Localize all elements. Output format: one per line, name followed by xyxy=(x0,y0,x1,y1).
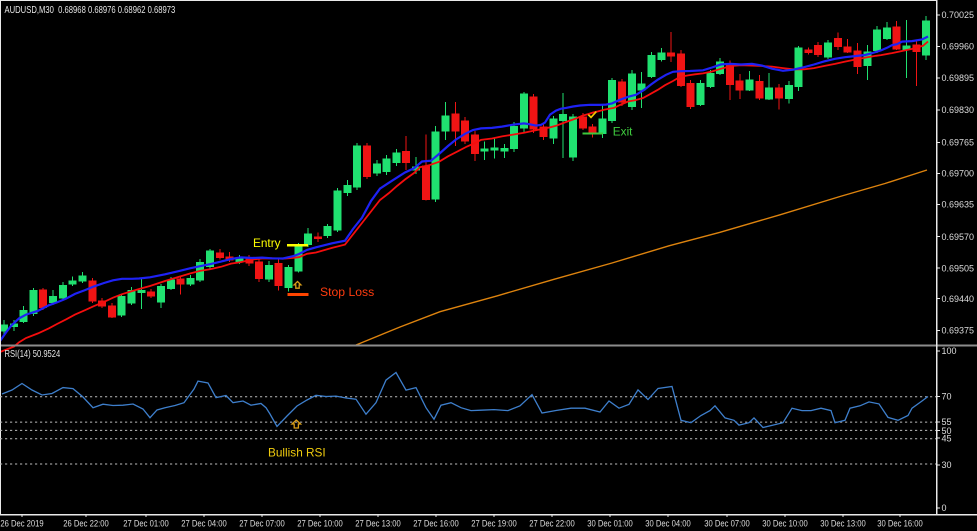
svg-text:0: 0 xyxy=(942,503,947,513)
svg-text:Stop Loss: Stop Loss xyxy=(320,285,374,299)
svg-text:26 Dec 2019: 26 Dec 2019 xyxy=(0,518,44,529)
svg-text:27 Dec 04:00: 27 Dec 04:00 xyxy=(181,518,227,529)
svg-text:0.69375: 0.69375 xyxy=(942,326,975,336)
svg-text:50: 50 xyxy=(942,426,952,436)
svg-text:0.69635: 0.69635 xyxy=(942,200,975,210)
svg-text:30 Dec 01:00: 30 Dec 01:00 xyxy=(587,518,633,529)
svg-text:27 Dec 01:00: 27 Dec 01:00 xyxy=(123,518,169,529)
svg-text:RSI(14) 50.9524: RSI(14) 50.9524 xyxy=(5,348,61,359)
svg-text:AUDUSD,M30 0.68968 0.68976 0.: AUDUSD,M30 0.68968 0.68976 0.68962 0.689… xyxy=(5,4,176,15)
svg-text:0.69440: 0.69440 xyxy=(942,294,975,304)
svg-text:30 Dec 04:00: 30 Dec 04:00 xyxy=(645,518,691,529)
svg-text:27 Dec 22:00: 27 Dec 22:00 xyxy=(529,518,575,529)
svg-text:55: 55 xyxy=(942,417,952,427)
svg-text:Entry: Entry xyxy=(253,236,281,250)
svg-text:30 Dec 10:00: 30 Dec 10:00 xyxy=(762,518,808,529)
svg-text:27 Dec 16:00: 27 Dec 16:00 xyxy=(413,518,459,529)
svg-text:0.69700: 0.69700 xyxy=(942,169,975,179)
svg-text:100: 100 xyxy=(942,346,957,356)
svg-text:26 Dec 22:00: 26 Dec 22:00 xyxy=(63,518,109,529)
svg-text:70: 70 xyxy=(942,392,952,402)
svg-text:27 Dec 19:00: 27 Dec 19:00 xyxy=(471,518,517,529)
svg-text:0.69960: 0.69960 xyxy=(942,42,975,52)
svg-text:0.69505: 0.69505 xyxy=(942,263,975,273)
svg-text:0.69765: 0.69765 xyxy=(942,138,975,148)
svg-text:30 Dec 16:00: 30 Dec 16:00 xyxy=(877,518,923,529)
svg-text:27 Dec 13:00: 27 Dec 13:00 xyxy=(355,518,401,529)
svg-text:Bullish RSI: Bullish RSI xyxy=(268,446,326,460)
svg-text:30 Dec 07:00: 30 Dec 07:00 xyxy=(704,518,750,529)
svg-text:30: 30 xyxy=(942,460,952,470)
svg-text:0.69895: 0.69895 xyxy=(942,73,975,83)
svg-text:27 Dec 10:00: 27 Dec 10:00 xyxy=(297,518,343,529)
svg-text:27 Dec 07:00: 27 Dec 07:00 xyxy=(239,518,285,529)
svg-text:0.69570: 0.69570 xyxy=(942,232,975,242)
svg-text:0.69830: 0.69830 xyxy=(942,105,975,115)
svg-text:Exit: Exit xyxy=(613,125,633,139)
svg-text:45: 45 xyxy=(942,433,952,443)
svg-text:30 Dec 13:00: 30 Dec 13:00 xyxy=(820,518,866,529)
svg-text:0.70025: 0.70025 xyxy=(942,10,975,20)
